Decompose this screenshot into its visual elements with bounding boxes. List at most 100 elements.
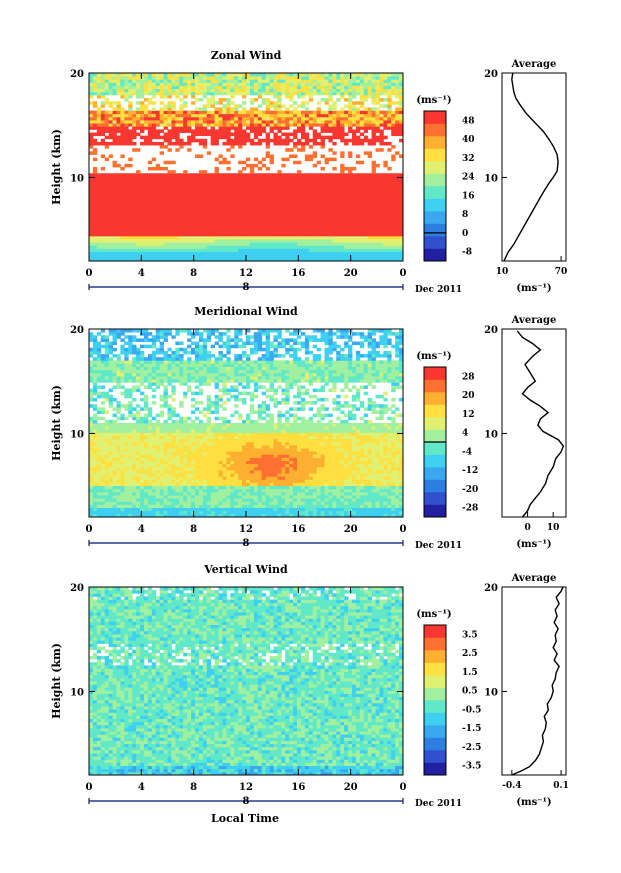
heatmap-cell: [206, 101, 212, 105]
heatmap-cell: [234, 198, 239, 202]
colorbar-tick-label: 48: [462, 116, 475, 126]
heatmap-cell: [293, 254, 298, 259]
heatmap-cell: [277, 135, 282, 140]
heatmap-cell: [155, 210, 161, 215]
heatmap-cell: [96, 204, 102, 209]
heatmap-cell: [171, 88, 176, 93]
heatmap-cell: [92, 104, 98, 108]
heatmap-cell: [120, 195, 125, 199]
heatmap-cell: [155, 254, 161, 259]
heatmap-cell: [277, 207, 282, 212]
heatmap-cell: [371, 204, 376, 209]
heatmap-cell: [214, 235, 219, 240]
heatmap-cell: [285, 504, 290, 508]
heatmap-cell: [379, 223, 384, 227]
heatmap-cell: [371, 498, 376, 502]
heatmap-cell: [89, 501, 94, 505]
heatmap-cell: [367, 192, 373, 196]
heatmap-cell: [363, 179, 369, 184]
heatmap-cell: [269, 248, 274, 252]
heatmap-cell: [226, 104, 231, 108]
heatmap-cell: [379, 245, 384, 249]
heatmap-cell: [155, 192, 161, 196]
heatmap-cell: [340, 129, 345, 133]
heatmap-cell: [92, 214, 98, 218]
heatmap-cell: [187, 113, 192, 118]
heatmap-cell: [363, 73, 369, 77]
heatmap-cell: [297, 170, 302, 174]
heatmap-cell: [293, 229, 298, 234]
heatmap-cell: [359, 110, 365, 115]
heatmap-cell: [116, 182, 121, 187]
heatmap-cell: [320, 513, 325, 518]
heatmap-cell: [242, 88, 247, 93]
heatmap-cell: [230, 488, 235, 493]
heatmap-cell: [375, 195, 380, 199]
heatmap-cell: [297, 513, 302, 518]
heatmap-cell: [226, 188, 231, 193]
heatmap-cell: [304, 204, 310, 209]
heatmap-cell: [92, 479, 98, 483]
heatmap-cell: [210, 495, 216, 499]
heatmap-cell: [363, 482, 369, 487]
heatmap-cell: [147, 226, 153, 231]
heatmap-cell: [399, 120, 404, 124]
heatmap-cell: [179, 491, 184, 496]
heatmap-cell: [285, 513, 290, 518]
heatmap-cell: [104, 79, 110, 83]
heatmap-cell: [163, 482, 168, 487]
heatmap-cell: [312, 163, 318, 168]
heatmap-cell: [100, 82, 106, 86]
heatmap-cell: [218, 135, 223, 140]
heatmap-cell: [253, 195, 259, 199]
heatmap-cell: [128, 135, 133, 140]
heatmap-cell: [218, 173, 223, 177]
heatmap-cell: [238, 248, 243, 252]
heatmap-cell: [328, 79, 333, 83]
heatmap-cell: [273, 126, 278, 130]
heatmap-cell: [246, 76, 251, 80]
heatmap-cell: [297, 479, 302, 483]
heatmap-cell: [104, 210, 110, 215]
heatmap-cell: [187, 235, 192, 240]
heatmap-cell: [198, 235, 204, 240]
heatmap-cell: [359, 510, 365, 515]
heatmap-cell: [316, 107, 321, 111]
heatmap-cell: [355, 138, 361, 143]
heatmap-cell: [249, 85, 255, 90]
heatmap-cell: [312, 110, 318, 115]
heatmap-cell: [175, 242, 180, 246]
heatmap-cell: [202, 129, 208, 133]
heatmap-cell: [297, 85, 302, 90]
heatmap-cell: [300, 76, 306, 80]
heatmap-cell: [214, 135, 219, 140]
heatmap-cell: [89, 204, 94, 209]
heatmap-cell: [399, 76, 404, 80]
heatmap-cell: [136, 85, 141, 90]
heatmap-cell: [285, 501, 290, 505]
heatmap-cell: [269, 76, 274, 80]
heatmap-cell: [112, 160, 117, 165]
heatmap-cell: [175, 501, 180, 505]
heatmap-cell: [128, 498, 133, 502]
heatmap-cell: [253, 207, 259, 212]
heatmap-cell: [395, 185, 400, 190]
heatmap-cell: [214, 120, 219, 124]
heatmap-cell: [363, 98, 369, 102]
heatmap-cell: [249, 167, 255, 171]
heatmap-cell: [151, 167, 157, 171]
heatmap-cell: [344, 138, 349, 143]
heatmap-cell: [328, 94, 333, 99]
heatmap-cell: [289, 491, 294, 496]
heatmap-cell: [379, 479, 384, 483]
heatmap-cell: [316, 485, 321, 490]
heatmap-cell: [108, 251, 113, 256]
colorbar-tick-label: 24: [462, 173, 475, 183]
heatmap-cell: [273, 245, 278, 249]
heatmap-cell: [340, 257, 345, 262]
heatmap-cell: [269, 182, 274, 187]
heatmap-cell: [108, 513, 113, 518]
heatmap-cell: [399, 182, 404, 187]
heatmap-cell: [367, 201, 373, 205]
heatmap-cell: [116, 488, 121, 493]
